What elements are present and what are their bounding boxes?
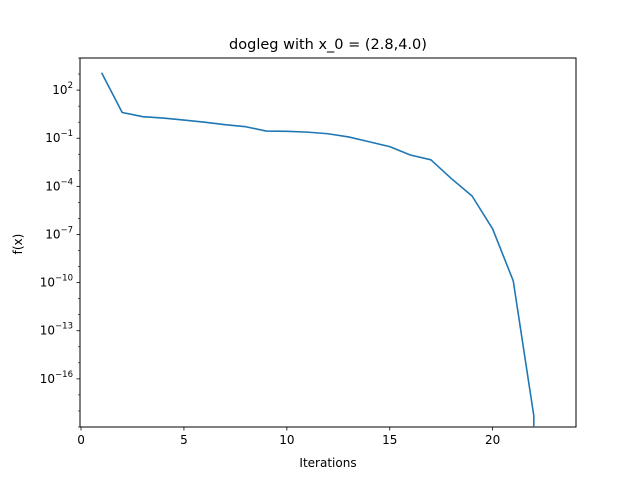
series-layer (100, 72, 535, 427)
y-tick-label: 10−7 (45, 225, 73, 241)
y-tick-label: 102 (52, 81, 73, 97)
plot-area (79, 57, 577, 428)
y-axis-label: f(x) (11, 234, 25, 255)
y-tick-label: 10−1 (45, 129, 73, 145)
x-tick-label: 0 (77, 433, 85, 447)
y-tick-label: 10−4 (45, 177, 73, 193)
x-axis-label: Iterations (299, 456, 356, 470)
y-tick-label: 10−13 (40, 322, 73, 338)
x-axis: 0 5 10 15 20 (77, 427, 500, 447)
x-tick-label: 10 (279, 433, 294, 447)
x-tick-label: 20 (485, 433, 500, 447)
chart-title: dogleg with x_0 = (2.8,4.0) (229, 37, 427, 53)
x-tick-label: 5 (180, 433, 188, 447)
y-tick-label: 10−16 (40, 370, 73, 386)
x-tick-label: 15 (382, 433, 397, 447)
y-tick-label: 10−10 (40, 274, 73, 290)
series-line (100, 72, 535, 427)
axes-frame (79, 57, 577, 428)
y-axis: 102 10−1 10−4 10−7 10−10 10−13 10−16 (40, 57, 80, 428)
